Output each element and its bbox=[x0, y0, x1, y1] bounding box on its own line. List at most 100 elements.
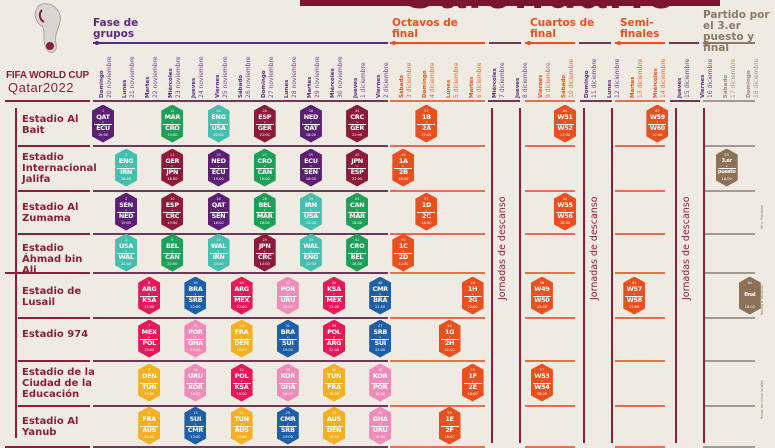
match-badge[interactable]: 24 ARG v MEX 22:00 bbox=[230, 276, 253, 315]
versus-mark: v bbox=[325, 292, 343, 297]
header-line bbox=[93, 100, 388, 102]
team-home: final bbox=[744, 291, 756, 298]
match-badge[interactable]: 33 WAL v ENG 22:00 bbox=[299, 233, 322, 272]
day-text: Sábado 26 noviembre bbox=[238, 50, 252, 98]
match-badge[interactable]: 19 NED v ECU 19:00 bbox=[207, 148, 230, 187]
match-badge[interactable]: 48 CMR v BRA 22:00 bbox=[369, 276, 392, 315]
match-badge[interactable]: 23 FRA v DEN 19:00 bbox=[230, 319, 253, 358]
row-divider bbox=[93, 233, 388, 235]
day-label: Lunes 5 diciembre bbox=[440, 50, 460, 98]
versus-mark: v bbox=[117, 249, 136, 254]
match-badge[interactable]: 17 WAL v IRN 13:00 bbox=[207, 233, 230, 272]
match-badge[interactable]: 4 USA v WAL 22:00 bbox=[115, 233, 138, 272]
date: 27 noviembre bbox=[267, 56, 275, 98]
match-badge[interactable]: 14 URU v KOR 16:00 bbox=[184, 363, 207, 402]
match-badge[interactable]: 5 FRA v AUS 22:00 bbox=[138, 406, 161, 445]
match-badge[interactable]: 2 SEN v NED 19:00 bbox=[115, 192, 138, 231]
match-badge[interactable]: 12 MAR v CRO 13:00 bbox=[161, 104, 184, 143]
match-badge[interactable]: 50 1C v 2D 22:00 bbox=[392, 233, 415, 272]
match-badge[interactable]: 20 ENG v USA 22:00 bbox=[207, 104, 230, 143]
versus-mark: v bbox=[186, 335, 205, 340]
match-badge[interactable]: 46 KOR v POR 18:00 bbox=[369, 363, 392, 402]
match-badge[interactable]: 54 1G v 2H 22:00 bbox=[438, 319, 461, 358]
match-badge[interactable]: 34 IRN v USA 22:00 bbox=[299, 192, 322, 231]
kickoff-time: 13:00 bbox=[213, 261, 224, 266]
match-badge[interactable]: 35 ECU v SEN 18:00 bbox=[299, 148, 322, 187]
match-badge[interactable]: 53 1E v 2F 18:00 bbox=[438, 406, 461, 445]
match-badge[interactable]: 49 1A v 2B 18:00 bbox=[392, 148, 415, 187]
versus-mark: v bbox=[325, 335, 343, 340]
match-badge[interactable]: 25 JPN v CRC 13:00 bbox=[253, 233, 276, 272]
match-badge[interactable]: 1 QAT v ECU 19:00 bbox=[92, 104, 114, 143]
team-home: KOR bbox=[372, 371, 388, 380]
versus-mark: v bbox=[301, 249, 320, 254]
date: 23 noviembre bbox=[175, 56, 183, 98]
match-badge[interactable]: 44 CRC v GER 22:00 bbox=[346, 104, 369, 143]
match-badge[interactable]: 7 MEX v POL 19:00 bbox=[138, 319, 161, 358]
match-badge[interactable]: 29 CMR v SRB 13:00 bbox=[276, 406, 299, 445]
match-badge[interactable]: 62 W59 v W60 22:00 bbox=[646, 104, 669, 143]
match-badge[interactable]: 47 SRB v SUI 22:00 bbox=[369, 319, 392, 358]
match-badge[interactable]: 16 BRA v SRB 22:00 bbox=[184, 276, 207, 315]
phase-header: Fase de grupos bbox=[93, 17, 139, 40]
match-badge[interactable]: 58 W49 v W50 22:00 bbox=[530, 276, 553, 315]
match-number: 37 bbox=[331, 410, 337, 415]
team-away: CMR bbox=[187, 425, 204, 434]
match-number: 64 bbox=[747, 280, 753, 285]
match-badge[interactable]: 43 JPN v ESP 22:00 bbox=[346, 148, 369, 187]
match-badge[interactable]: 39 POL v ARG 22:00 bbox=[323, 319, 345, 358]
kickoff-time: 22:00 bbox=[236, 304, 247, 309]
match-badge[interactable]: 3 ENG v IRN 16:00 bbox=[115, 148, 138, 187]
match-badge[interactable]: 57 W53 v W54 18:00 bbox=[530, 363, 553, 402]
match-badge[interactable]: 61 W57 v W58 22:00 bbox=[623, 276, 646, 315]
match-badge[interactable]: 22 POL v KSA 16:00 bbox=[230, 363, 253, 402]
match-badge[interactable]: 45 GHA v URU 18:00 bbox=[369, 406, 392, 445]
match-badge[interactable]: 32 POR v URU 22:00 bbox=[276, 276, 299, 315]
footnote: Horas de inicio locales bbox=[760, 380, 768, 440]
team-home: ESP bbox=[258, 112, 272, 121]
match-badge[interactable]: 40 KSA v MEX 22:00 bbox=[323, 276, 345, 315]
match-badge[interactable]: 56 1H v 2G 22:00 bbox=[461, 276, 484, 315]
team-home: KOR bbox=[280, 371, 296, 380]
match-badge[interactable]: 11 GER v JPN 16:00 bbox=[161, 148, 184, 187]
match-badge[interactable]: 60 W51 v W52 22:00 bbox=[554, 104, 576, 143]
match-badge[interactable]: 38 TUN v FRA 18:00 bbox=[323, 363, 345, 402]
row-divider-left bbox=[18, 190, 90, 192]
match-badge[interactable]: 15 POR v GHA 19:00 bbox=[184, 319, 207, 358]
team-away: QAT bbox=[304, 123, 318, 132]
rest-divider bbox=[675, 108, 677, 443]
match-badge[interactable]: 8 ARG v KSA 13:00 bbox=[138, 276, 161, 315]
match-badge[interactable]: 31 BRA v SUI 19:00 bbox=[276, 319, 299, 358]
match-badge[interactable]: 55 1F v 2E 18:00 bbox=[461, 363, 484, 402]
match-badge[interactable]: 36 NED v QAT 18:00 bbox=[299, 104, 322, 143]
team-home: W55 bbox=[557, 200, 573, 209]
day-text: Jueves 1 diciembre bbox=[353, 50, 367, 98]
match-badge[interactable]: 64 final 18:00 bbox=[738, 276, 761, 315]
match-badge[interactable]: 26 BEL v MAR 16:00 bbox=[253, 192, 276, 231]
match-badge[interactable]: 37 AUS v DEN 18:00 bbox=[323, 406, 345, 445]
kickoff-time: 18:00 bbox=[744, 304, 755, 309]
match-badge[interactable]: 18 QAT v SEN 16:00 bbox=[207, 192, 230, 231]
team-home: W51 bbox=[557, 112, 573, 121]
match-badge[interactable]: 42 CAN v MAR 18:00 bbox=[346, 192, 369, 231]
team-away: SRB bbox=[280, 425, 295, 434]
match-badge[interactable]: 59 W55 v W56 18:00 bbox=[554, 192, 576, 231]
match-badge[interactable]: 13 SUI v CMR 13:00 bbox=[184, 406, 207, 445]
match-badge[interactable]: 27 CRO v CAN 19:00 bbox=[253, 148, 276, 187]
match-badge[interactable]: 51 1D v 2C 18:00 bbox=[415, 192, 438, 231]
team-away: ARG bbox=[326, 338, 342, 347]
match-badge[interactable]: 63 3.er v puesto 18:00 bbox=[715, 148, 738, 187]
match-badge[interactable]: 52 1B v 2A 22:00 bbox=[415, 104, 438, 143]
match-number: 7 bbox=[148, 323, 151, 328]
match-badge[interactable]: 30 KOR v GHA 16:00 bbox=[276, 363, 299, 402]
match-badge[interactable]: 9 BEL v CAN 22:00 bbox=[161, 233, 184, 272]
match-badge[interactable]: 41 CRO v BEL 18:00 bbox=[346, 233, 369, 272]
versus-mark: v bbox=[163, 120, 182, 125]
match-badge[interactable]: 10 ESP v CRC 19:00 bbox=[161, 192, 184, 231]
match-badge[interactable]: 28 ESP v GER 22:00 bbox=[253, 104, 276, 143]
versus-mark: v bbox=[556, 120, 574, 125]
match-badge[interactable]: 6 DEN v TUN 16:00 bbox=[138, 363, 161, 402]
versus-mark: v bbox=[232, 335, 251, 340]
team-away: KSA bbox=[234, 382, 249, 391]
match-badge[interactable]: 21 TUN v AUS 13:00 bbox=[230, 406, 253, 445]
